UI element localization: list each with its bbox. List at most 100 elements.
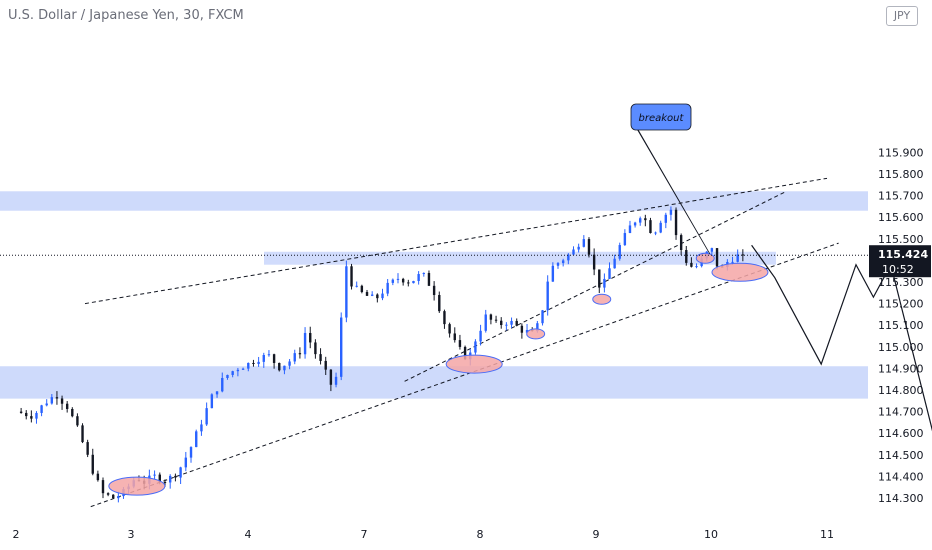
touch-circle-2	[526, 328, 546, 340]
candle-body-19	[117, 496, 120, 499]
price-axis[interactable]: 115.900 115.800 115.700 115.600 115.500 115.3…	[878, 146, 924, 505]
candle-body-8	[60, 398, 64, 404]
candle-body-34	[195, 431, 198, 448]
candle-body-111	[592, 254, 596, 270]
candle-body-104	[556, 263, 560, 266]
candle-body-28	[163, 481, 167, 483]
y-tick-12: 114.700	[878, 406, 924, 419]
support-resistance-zones	[0, 191, 868, 399]
candle-body-2	[30, 416, 33, 419]
candle-body-70	[381, 293, 384, 299]
candle-body-38	[215, 391, 219, 395]
candle-body-17	[106, 493, 110, 495]
candle-body-51	[283, 365, 286, 371]
candle-body-79	[427, 273, 431, 286]
candle-body-67	[365, 292, 369, 296]
candle-body-117	[623, 233, 627, 246]
y-tick-1: 115.800	[878, 168, 924, 181]
candle-body-50	[278, 362, 281, 371]
candle-body-123	[654, 232, 657, 234]
candle-body-91	[489, 314, 493, 320]
candle-body-129	[685, 250, 688, 263]
touch-circle-3	[592, 293, 612, 305]
candle-body-36	[205, 408, 208, 425]
candle-body-39	[221, 377, 224, 392]
candle-body-68	[370, 294, 374, 296]
candle-body-64	[350, 266, 353, 287]
candle-body-49	[272, 354, 276, 363]
candle-body-102	[546, 281, 549, 311]
y-tick-4: 115.500	[878, 233, 924, 246]
touch-circle-1	[445, 354, 503, 374]
y-tick-7: 115.200	[878, 298, 924, 311]
candle-body-46	[257, 361, 260, 364]
y-tick-0: 115.900	[878, 146, 924, 159]
breakout-callout: breakout	[630, 103, 711, 255]
candle-body-135	[715, 248, 719, 267]
currency-badge[interactable]: JPY	[886, 6, 918, 26]
current-price-value: 115.424	[878, 248, 928, 261]
candle-body-11	[76, 416, 79, 426]
x-tick-7: 11	[820, 528, 834, 541]
candle-body-53	[293, 353, 296, 362]
candle-body-31	[179, 467, 182, 478]
candle-body-110	[587, 239, 591, 255]
candle-body-10	[71, 408, 74, 417]
candle-body-7	[55, 397, 59, 399]
bar-countdown: 10:52	[882, 263, 914, 276]
time-axis[interactable]: 2 3 4 7 8 9 10 11	[13, 528, 835, 541]
candle-body-40	[226, 374, 229, 378]
y-tick-10: 114.900	[878, 362, 924, 375]
candle-body-48	[267, 354, 271, 356]
candle-body-100	[536, 323, 539, 332]
candle-body-113	[603, 278, 606, 288]
candle-body-95	[510, 320, 513, 325]
x-tick-6: 10	[704, 528, 718, 541]
candle-body-33	[189, 447, 193, 458]
candle-body-122	[649, 220, 652, 234]
candle-body-0	[19, 411, 23, 413]
candle-body-59	[324, 360, 327, 370]
candle-body-112	[598, 269, 601, 288]
candle-body-62	[340, 317, 343, 377]
candle-body-52	[288, 361, 291, 366]
candle-body-54	[298, 353, 302, 355]
candle-body-108	[577, 246, 580, 250]
candle-body-103	[551, 265, 555, 282]
trendline-1	[90, 242, 839, 508]
touch-circle-4	[695, 252, 715, 264]
y-tick-13: 114.600	[878, 427, 924, 440]
touch-circle-0	[108, 476, 166, 496]
candle-body-9	[65, 403, 69, 409]
candle-body-96	[515, 320, 518, 326]
candlesticks	[19, 206, 745, 503]
candle-body-37	[210, 394, 214, 409]
candle-body-124	[659, 222, 662, 233]
zone-0	[0, 191, 868, 211]
candle-body-121	[644, 218, 647, 221]
candle-body-42	[236, 369, 240, 372]
candle-body-119	[633, 222, 637, 226]
y-tick-8: 115.100	[878, 319, 924, 332]
candle-body-57	[314, 342, 317, 355]
current-price-label: 115.424 10:52	[869, 245, 931, 278]
candle-body-77	[417, 274, 420, 281]
candle-body-75	[407, 282, 410, 284]
y-tick-15: 114.400	[878, 470, 924, 483]
candle-body-78	[422, 273, 425, 275]
candle-body-27	[158, 474, 161, 482]
y-tick-14: 114.500	[878, 449, 924, 462]
candle-body-44	[247, 362, 250, 369]
candle-body-97	[520, 325, 524, 333]
candle-body-126	[669, 209, 673, 215]
candle-body-88	[474, 341, 477, 353]
candle-body-109	[582, 239, 586, 247]
candle-body-13	[86, 442, 89, 455]
candle-body-26	[153, 474, 156, 476]
candle-body-32	[184, 457, 188, 468]
candle-body-130	[690, 262, 693, 267]
candle-body-94	[505, 324, 508, 326]
candle-body-55	[303, 332, 307, 355]
candle-body-16	[101, 480, 105, 494]
